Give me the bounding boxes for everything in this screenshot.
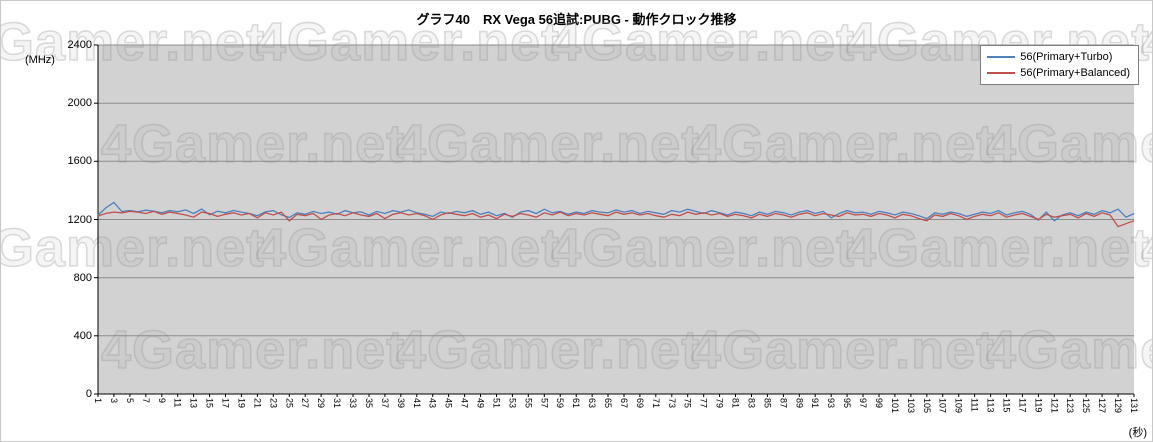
y-tick-label: 1200 xyxy=(67,213,92,226)
x-tick-label: 11 xyxy=(172,398,183,408)
x-tick-label: 109 xyxy=(953,398,964,414)
legend-label: 56(Primary+Turbo) xyxy=(1020,51,1113,63)
x-tick-label: 57 xyxy=(539,398,550,409)
series-line-0 xyxy=(97,201,1135,222)
x-tick-label: 3 xyxy=(108,398,119,404)
x-tick-label: 33 xyxy=(348,398,358,409)
x-tick-label: 25 xyxy=(284,398,295,409)
x-tick-label: 47 xyxy=(459,398,470,409)
x-tick-label: 107 xyxy=(937,398,948,414)
chart-legend: 56(Primary+Turbo) 56(Primary+Balanced) xyxy=(980,45,1139,85)
x-tick-label: 63 xyxy=(587,398,598,409)
x-tick-label: 87 xyxy=(778,398,789,409)
y-tick-label: 2400 xyxy=(67,39,92,51)
series-line-1 xyxy=(97,210,1135,228)
y-tick-label: 1600 xyxy=(67,155,92,168)
x-tick-label: 55 xyxy=(523,398,534,409)
x-tick-label: 115 xyxy=(1001,398,1012,413)
y-tick-label: 0 xyxy=(85,388,92,400)
x-tick-label: 83 xyxy=(746,398,757,409)
x-tick-label: 93 xyxy=(826,398,837,409)
y-tick-label: 2000 xyxy=(67,97,92,110)
legend-line-sample xyxy=(987,56,1016,58)
x-tick-label: 131 xyxy=(1129,398,1139,414)
x-tick-label: 19 xyxy=(236,398,247,409)
x-tick-label: 41 xyxy=(411,398,422,409)
x-tick-label: 121 xyxy=(1049,398,1060,414)
x-tick-label: 71 xyxy=(650,398,661,409)
x-tick-label: 119 xyxy=(1033,398,1044,413)
x-tick-label: 13 xyxy=(188,398,199,409)
x-tick-label: 45 xyxy=(443,398,454,409)
x-tick-label: 89 xyxy=(794,398,805,409)
x-tick-label: 67 xyxy=(618,398,629,409)
y-tick-label: 400 xyxy=(73,329,92,342)
x-tick-label: 113 xyxy=(985,398,996,413)
x-tick-label: 35 xyxy=(363,398,374,409)
x-tick-label: 59 xyxy=(555,398,566,409)
x-tick-label: 111 xyxy=(969,398,980,412)
x-tick-label: 29 xyxy=(316,398,327,409)
x-tick-label: 69 xyxy=(634,398,645,409)
x-tick-label: 65 xyxy=(603,398,614,409)
x-tick-label: 77 xyxy=(698,398,709,409)
x-tick-label: 75 xyxy=(682,398,693,409)
x-tick-label: 129 xyxy=(1113,398,1124,414)
x-tick-label: 27 xyxy=(300,398,311,409)
x-tick-label: 61 xyxy=(571,398,582,409)
x-tick-label: 39 xyxy=(395,398,406,409)
legend-label: 56(Primary+Balanced) xyxy=(1020,67,1130,79)
y-tick-label: 800 xyxy=(73,271,92,284)
x-axis-unit-label: (秒) xyxy=(1128,427,1147,439)
y-axis-unit-label: (MHz) xyxy=(25,54,55,66)
x-tick-label: 17 xyxy=(220,398,231,409)
x-tick-label: 5 xyxy=(124,398,135,404)
chart-title: グラフ40 RX Vega 56追試:PUBG - 動作クロック推移 xyxy=(416,12,737,27)
x-tick-label: 79 xyxy=(714,398,725,409)
x-tick-label: 101 xyxy=(889,398,900,414)
x-tick-label: 103 xyxy=(905,398,916,414)
x-tick-label: 7 xyxy=(140,398,151,404)
x-tick-label: 21 xyxy=(252,398,263,409)
x-tick-label: 9 xyxy=(156,398,167,404)
legend-item: 56(Primary+Turbo) xyxy=(987,49,1130,65)
x-tick-label: 85 xyxy=(762,398,773,409)
x-tick-label: 125 xyxy=(1081,398,1092,414)
x-tick-label: 91 xyxy=(810,398,821,409)
x-tick-label: 31 xyxy=(332,398,343,409)
x-tick-label: 97 xyxy=(858,398,869,409)
x-tick-label: 105 xyxy=(921,398,932,414)
x-tick-label: 1 xyxy=(93,398,103,404)
x-tick-label: 49 xyxy=(475,398,486,409)
x-tick-label: 73 xyxy=(666,398,677,409)
x-tick-label: 51 xyxy=(491,398,502,409)
legend-line-sample xyxy=(987,72,1016,74)
x-tick-label: 37 xyxy=(379,398,390,409)
x-tick-label: 127 xyxy=(1097,398,1108,414)
x-tick-label: 95 xyxy=(842,398,853,409)
legend-item: 56(Primary+Balanced) xyxy=(987,65,1130,81)
x-tick-label: 99 xyxy=(873,398,884,409)
x-tick-label: 23 xyxy=(268,398,279,409)
x-tick-label: 53 xyxy=(507,398,518,409)
x-tick-label: 15 xyxy=(204,398,215,409)
x-tick-label: 123 xyxy=(1065,398,1076,414)
x-tick-label: 117 xyxy=(1017,398,1028,413)
x-tick-label: 81 xyxy=(730,398,741,409)
x-tick-label: 43 xyxy=(427,398,438,409)
